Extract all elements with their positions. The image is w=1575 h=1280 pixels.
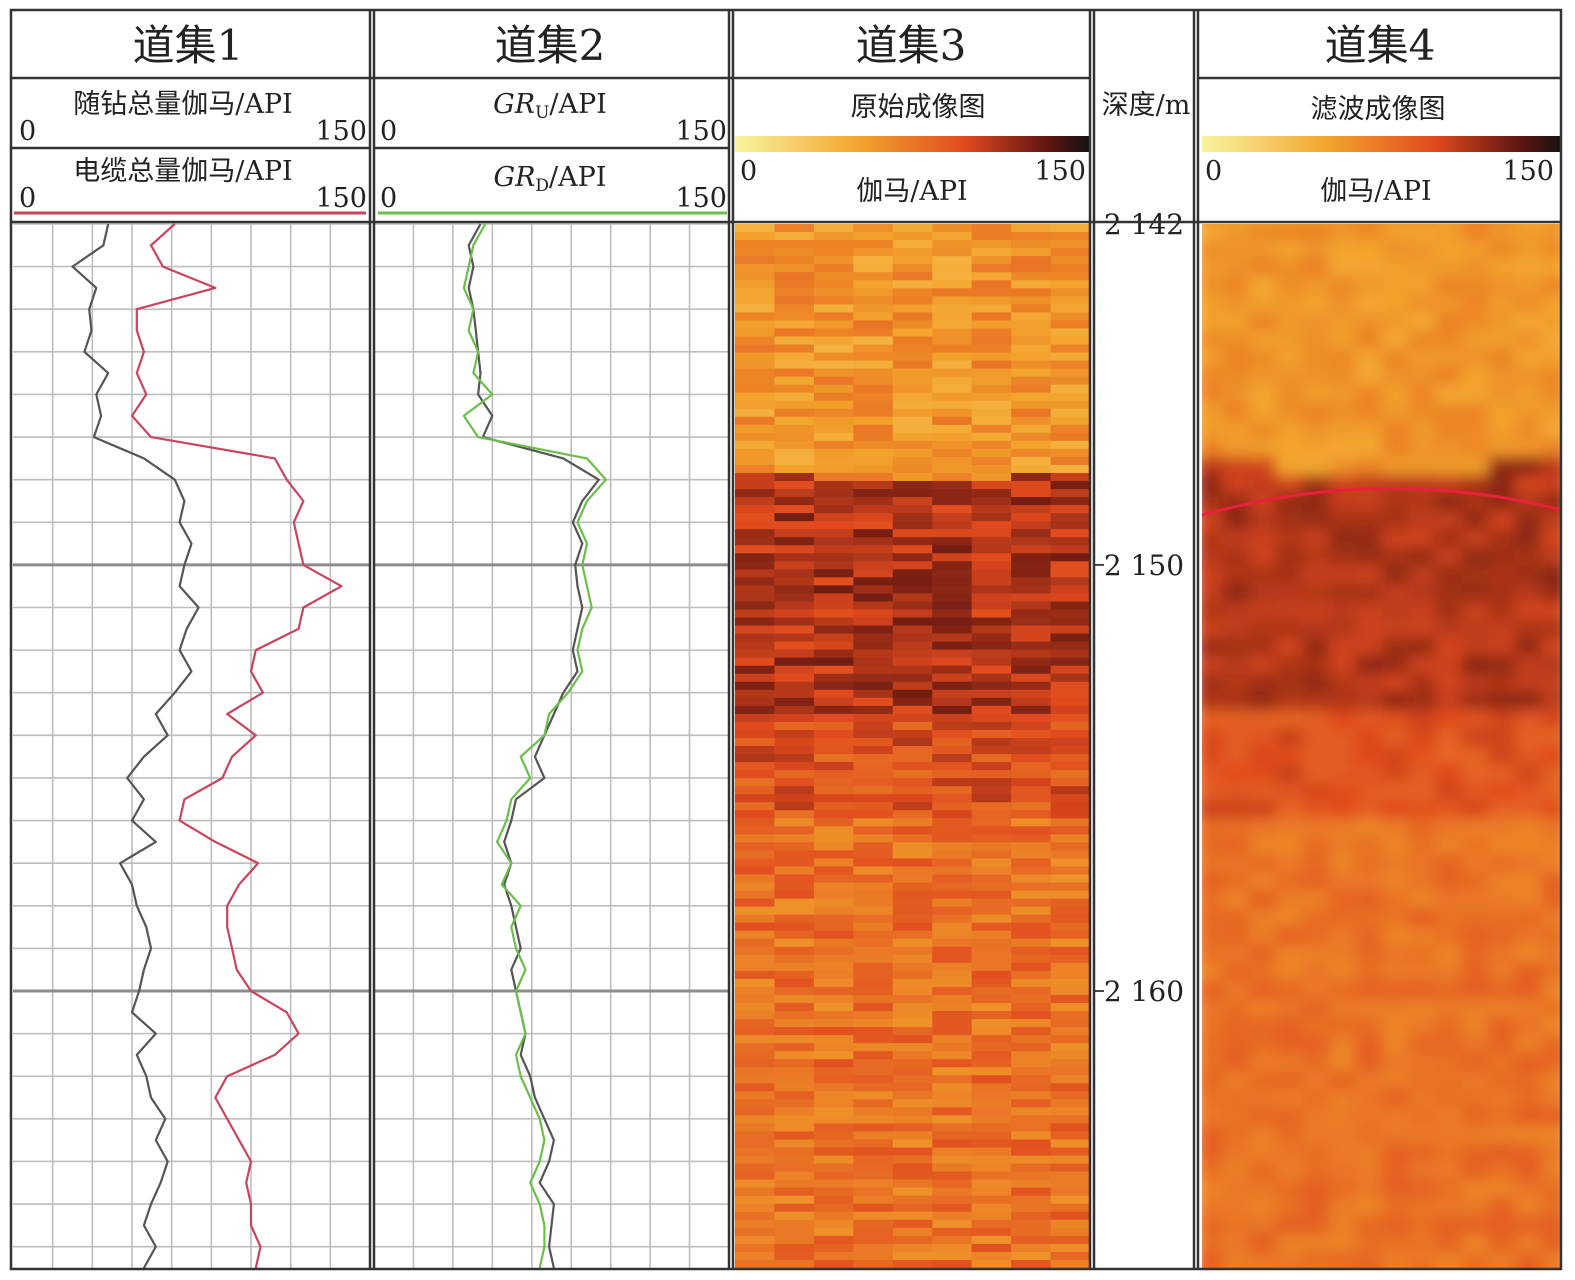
track1-curve1-label: 随钻总量伽马/API	[73, 89, 292, 120]
depth-axis: 2 142 2 150 2 160	[1094, 208, 1184, 1008]
track4-image-label: 滤波成像图	[1311, 94, 1446, 125]
depth-tick-label: 2 150	[1104, 549, 1184, 582]
track1-curve2-scale-max: 150	[315, 183, 367, 214]
track2-title: 道集2	[495, 21, 606, 70]
track2-curve1-label-sub: U	[535, 103, 549, 123]
track3-title: 道集3	[856, 21, 967, 70]
track4-colorbar-label: 伽马/API	[1320, 176, 1431, 207]
track4-colorbar-min: 0	[1205, 156, 1222, 187]
track1-wireline-gamma-curve	[130, 223, 343, 1269]
track1-curve1-scale-min: 0	[19, 116, 36, 147]
track1-curve1-scale-max: 150	[315, 116, 367, 147]
track4-boundary-curve	[1201, 487, 1561, 517]
track4-colorbar	[1202, 136, 1562, 152]
track1-curve2-scale-min: 0	[19, 183, 36, 214]
track1-curve2-label: 电缆总量伽马/API	[73, 156, 292, 187]
track3-raw-image	[735, 224, 1091, 1269]
frame	[9, 8, 1563, 1271]
track2-curve2-scale-max: 150	[675, 183, 727, 214]
gamma-curves	[71, 223, 607, 1269]
track2-curve2-label: GRD/API	[494, 162, 607, 196]
track3-image-label: 原始成像图	[851, 92, 986, 123]
track2-curve1-label: GRU/API	[493, 89, 607, 123]
track3-colorbar-min: 0	[740, 156, 757, 187]
track3-colorbar-label: 伽马/API	[856, 176, 967, 207]
track4-title: 道集4	[1325, 21, 1436, 70]
track2-curve1-label-base: GR	[493, 89, 535, 120]
track2-grid	[374, 223, 729, 1268]
track1-title: 道集1	[133, 21, 244, 70]
depth-track-label: 深度/m	[1102, 90, 1191, 121]
track2-gru-curve	[467, 223, 600, 1269]
track1-lwd-gamma-curve	[71, 223, 200, 1269]
track2-curve2-label-unit: /API	[549, 162, 606, 193]
track4-colorbar-max: 150	[1502, 156, 1554, 187]
track4-filtered-image	[1202, 224, 1562, 1270]
depth-tick-label: 2 160	[1104, 975, 1184, 1008]
track2-grd-curve	[462, 223, 607, 1269]
track2-curve1-label-unit: /API	[549, 89, 606, 120]
track3-colorbar	[735, 136, 1089, 152]
track2-curve2-label-base: GR	[494, 162, 536, 193]
track2-curve2-scale-min: 0	[380, 183, 397, 214]
track1-grid	[13, 223, 370, 1268]
depth-tick-label: 2 142	[1104, 208, 1184, 241]
header: 道集1 随钻总量伽马/API 0 150 电缆总量伽马/API 0 150 道集…	[14, 21, 1562, 215]
track2-curve1-scale-min: 0	[380, 116, 397, 147]
track2-curve1-scale-max: 150	[675, 116, 727, 147]
track3-colorbar-max: 150	[1034, 156, 1086, 187]
track2-curve2-label-sub: D	[535, 176, 549, 196]
